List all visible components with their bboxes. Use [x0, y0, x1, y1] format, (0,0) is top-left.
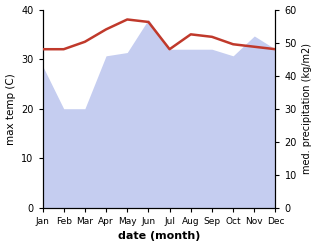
Y-axis label: med. precipitation (kg/m2): med. precipitation (kg/m2): [302, 43, 313, 174]
X-axis label: date (month): date (month): [118, 231, 200, 242]
Y-axis label: max temp (C): max temp (C): [5, 73, 16, 144]
